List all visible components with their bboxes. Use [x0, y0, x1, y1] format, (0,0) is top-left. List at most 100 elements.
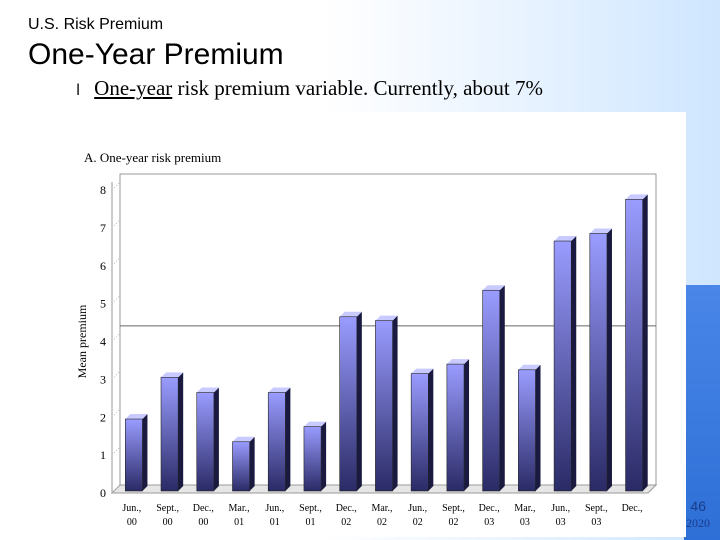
gridline — [111, 484, 121, 494]
bar-front — [589, 233, 608, 492]
x-tick-label: 00 — [198, 517, 208, 528]
bar-front — [232, 441, 250, 492]
bar-side — [249, 436, 255, 491]
bullet-text: risk premium variable. Currently, about … — [172, 76, 544, 100]
x-tick-label: 01 — [234, 517, 244, 528]
bar-front — [124, 418, 143, 492]
bar-front — [553, 240, 572, 492]
bar-side — [571, 236, 577, 491]
bar-front — [160, 377, 179, 492]
y-tick-label: 0 — [100, 486, 106, 500]
bar — [124, 414, 148, 492]
bar — [518, 364, 541, 492]
bar-side — [285, 387, 291, 491]
bar-top — [303, 421, 327, 427]
y-tick-label: 8 — [100, 183, 106, 197]
decorative-band — [684, 285, 720, 540]
bar-side — [535, 364, 541, 491]
gridline — [111, 181, 121, 191]
bar-top — [446, 359, 470, 365]
bar-top — [161, 372, 184, 378]
bar-top — [518, 364, 541, 370]
x-tick-label: Sept., — [156, 503, 179, 514]
bar — [553, 236, 577, 492]
bar-front — [339, 316, 358, 492]
x-tick-label: 03 — [591, 517, 601, 528]
gridline — [111, 219, 121, 229]
bar — [446, 359, 470, 492]
bar-top — [375, 315, 398, 321]
x-tick-label: Dec., — [336, 503, 357, 514]
bar-front — [446, 363, 465, 492]
bar-chart: A. One-year risk premium Mean premium 01… — [75, 150, 658, 528]
y-tick-label: 1 — [100, 448, 106, 462]
bar — [160, 372, 184, 492]
bar-top — [411, 368, 434, 374]
bar — [196, 387, 219, 492]
bar-top — [482, 285, 505, 291]
bar-side — [178, 372, 184, 491]
bar-top — [232, 436, 255, 442]
x-tick-label: 02 — [413, 517, 423, 528]
bar — [303, 421, 327, 492]
slide-subtitle: U.S. Risk Premium — [28, 16, 164, 33]
y-tick-label: 3 — [100, 372, 106, 386]
slide-title: One-Year Premium — [28, 38, 284, 71]
x-tick-label: 02 — [448, 517, 458, 528]
gridline — [111, 371, 121, 380]
bar-top — [125, 414, 148, 420]
bar-top — [268, 387, 291, 393]
x-tick-label: Jun., — [265, 503, 284, 514]
bar-top — [196, 387, 219, 393]
x-tick-label: 03 — [556, 517, 566, 528]
x-tick-label: 02 — [341, 517, 351, 528]
bar-side — [321, 421, 327, 491]
x-tick-label: Dec., — [479, 503, 500, 514]
bar-top — [339, 311, 362, 317]
bar-front — [482, 289, 501, 492]
bar — [267, 387, 291, 492]
bar — [232, 436, 255, 492]
year-label: 2020 — [686, 516, 710, 530]
bar — [339, 311, 362, 492]
x-tick-label: Mar., — [229, 503, 250, 514]
bar-side — [392, 315, 398, 491]
x-tick-label: Sept., — [585, 503, 608, 514]
gridline — [111, 333, 121, 342]
y-tick-label: 7 — [100, 221, 106, 235]
x-tick-label: 03 — [520, 517, 530, 528]
bar-top — [625, 194, 648, 200]
bar-side — [606, 228, 612, 491]
bullet-icon: l — [76, 81, 81, 99]
x-tick-label: Mar., — [514, 503, 535, 514]
y-tick-label: 2 — [100, 410, 106, 424]
bar — [589, 228, 612, 492]
x-tick-label: Sept., — [442, 503, 465, 514]
bar — [410, 368, 434, 492]
x-tick-label: Mar., — [371, 503, 392, 514]
y-tick-label: 4 — [100, 335, 106, 349]
bar-side — [464, 359, 470, 491]
bar-top — [589, 228, 612, 234]
bar-side — [142, 414, 148, 491]
bar-front — [303, 426, 322, 492]
x-tick-label: 01 — [306, 517, 316, 528]
bar-front — [410, 373, 429, 492]
gridline — [111, 295, 121, 304]
gridline — [111, 257, 121, 267]
x-tick-label: 02 — [377, 517, 387, 528]
x-tick-label: Jun., — [408, 503, 427, 514]
x-tick-label: Jun., — [122, 503, 141, 514]
x-tick-label: 00 — [127, 517, 137, 528]
x-tick-label: Dec., — [193, 503, 214, 514]
bar-front — [625, 199, 644, 492]
bar-side — [499, 285, 505, 491]
bar-front — [375, 320, 393, 492]
gridline — [111, 408, 121, 418]
x-tick-label: 01 — [270, 517, 280, 528]
x-tick-label: Dec., — [622, 503, 643, 514]
bar — [625, 194, 648, 492]
bar-side — [428, 368, 434, 491]
bar-front — [518, 369, 536, 492]
